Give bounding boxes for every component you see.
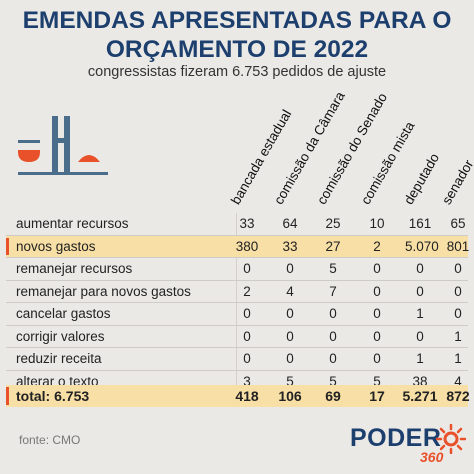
- table-cell: 0: [329, 328, 337, 344]
- table-cell: 5: [329, 373, 337, 389]
- table-cell: 1: [416, 306, 424, 321]
- table-cell: 27: [325, 238, 341, 254]
- table-row: cancelar gastos 0 0 0 0 1 0: [6, 303, 468, 326]
- chart-subtitle: congressistas fizeram 6.753 pedidos de a…: [87, 64, 387, 80]
- table-cell: 801: [446, 238, 470, 254]
- source-note: fonte: CMO: [19, 433, 81, 447]
- table-cell: 4: [454, 373, 462, 389]
- table-cell: 0: [329, 306, 337, 321]
- table-cell: 1: [454, 351, 462, 366]
- column-header: senador: [439, 157, 474, 207]
- table-cell: 0: [243, 261, 251, 276]
- column-divider: [236, 213, 237, 407]
- table-cell: 0: [373, 261, 381, 276]
- table-cell: 0: [286, 328, 294, 344]
- table-row: reduzir receita 0 0 0 0 1 1: [6, 348, 468, 371]
- table-row: remanejar recursos 0 0 5 0 0 0: [6, 258, 468, 281]
- congress-building-icon: [18, 116, 108, 175]
- brand-name: PODER: [350, 424, 442, 452]
- table-cell: 0: [286, 306, 294, 321]
- sun-icon: [436, 424, 466, 454]
- chart-title: EMENDAS APRESENTADAS PARA O ORÇAMENTO DE…: [22, 7, 452, 63]
- table-cell: 5: [329, 261, 337, 276]
- table-cell: 0: [373, 328, 381, 344]
- total-cell: 17: [369, 388, 385, 404]
- table-cell: 380: [235, 238, 259, 254]
- table-cell: 0: [243, 351, 251, 366]
- table-cell: 0: [373, 283, 381, 299]
- total-row: total: 6.753 418 106 69 17 5.271 872: [6, 385, 470, 407]
- table-cell: 10: [369, 216, 385, 231]
- row-label: alterar o texto: [16, 373, 99, 389]
- table-row: novos gastos 380 33 27 2 5.070 801: [6, 235, 469, 258]
- table-cell: 33: [239, 216, 255, 231]
- table-row: corrigir valores 0 0 0 0 0 1: [6, 326, 468, 348]
- data-table: aumentar recursos 33 64 25 10 161 65 novos gast…: [6, 213, 469, 393]
- table-cell: 33: [282, 238, 298, 254]
- table-row: remanejar para novos gastos 2 4 7 0 0 0: [6, 281, 468, 303]
- table-cell: 0: [416, 328, 424, 344]
- table-cell: 0: [329, 351, 337, 366]
- table-cell: 38: [412, 373, 428, 389]
- table-cell: 5: [373, 373, 381, 389]
- table-cell: 1: [454, 328, 462, 344]
- table-cell: 25: [325, 216, 341, 231]
- total-cell: 5.271: [402, 388, 438, 404]
- table-cell: 3: [243, 373, 251, 389]
- table-cell: 4: [286, 283, 294, 299]
- table-cell: 7: [329, 283, 337, 299]
- total-cell: 106: [278, 388, 302, 404]
- row-label: remanejar para novos gastos: [16, 283, 191, 299]
- table-cell: 0: [454, 261, 462, 276]
- table-cell: 0: [286, 261, 294, 276]
- total-label: total: 6.753: [16, 388, 90, 404]
- row-label: reduzir receita: [16, 351, 102, 366]
- total-cell: 69: [325, 388, 341, 404]
- table-cell: 2: [373, 238, 381, 254]
- row-label: remanejar recursos: [16, 261, 133, 276]
- table-cell: 65: [450, 216, 466, 231]
- table-cell: 1: [416, 351, 424, 366]
- brand-number: 360: [420, 449, 444, 465]
- table-cell: 0: [454, 306, 462, 321]
- brand-logo: PODER 360: [350, 422, 470, 466]
- row-label: cancelar gastos: [16, 306, 111, 321]
- row-marker: [6, 237, 9, 255]
- table-cell: 0: [243, 306, 251, 321]
- table-row: aumentar recursos 33 64 25 10 161 65: [6, 213, 468, 236]
- row-label: corrigir valores: [16, 328, 105, 344]
- table-cell: 0: [454, 283, 462, 299]
- table-cell: 5.070: [405, 238, 439, 254]
- total-cell: 872: [446, 388, 470, 404]
- table-cell: 2: [243, 283, 251, 299]
- table-cell: 0: [243, 328, 251, 344]
- table-cell: 64: [282, 216, 298, 231]
- table-cell: 0: [286, 351, 294, 366]
- row-label: aumentar recursos: [16, 216, 129, 231]
- table-cell: 0: [373, 351, 381, 366]
- table-cell: 0: [373, 306, 381, 321]
- total-cell: 418: [235, 388, 259, 404]
- table-cell: 161: [408, 216, 432, 231]
- table-cell: 0: [416, 261, 424, 276]
- row-label: novos gastos: [16, 238, 96, 254]
- row-marker: [6, 387, 9, 405]
- column-header: deputado: [401, 150, 443, 207]
- table-cell: 0: [416, 283, 424, 299]
- table-cell: 5: [286, 373, 294, 389]
